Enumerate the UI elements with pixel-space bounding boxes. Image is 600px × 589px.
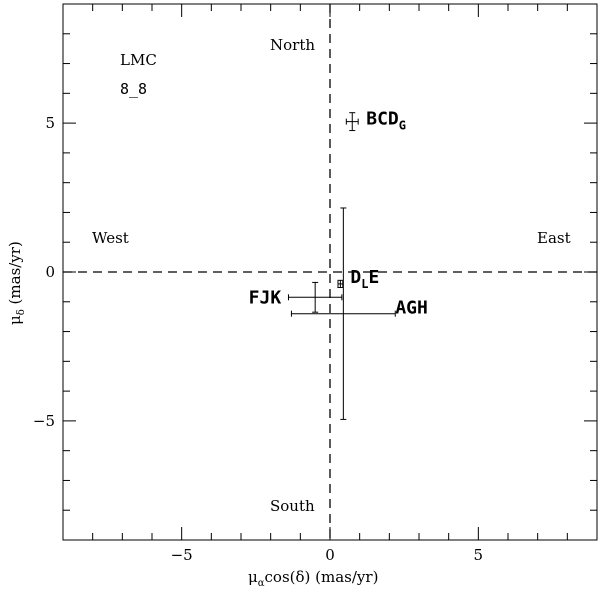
y-tick-label: −5 bbox=[33, 412, 55, 430]
y-tick-label: 5 bbox=[45, 114, 55, 132]
x-axis-label: μαcos(δ) (mas/yr) bbox=[248, 568, 378, 589]
data-point-d bbox=[337, 279, 344, 288]
point-label-fjk: FJK bbox=[249, 287, 282, 308]
point-label-d: DLE bbox=[350, 267, 379, 291]
x-tick-label: −5 bbox=[171, 546, 193, 564]
tick-labels: −5 0 5 −5 0 5 bbox=[33, 114, 483, 564]
data-point-agh bbox=[290, 207, 396, 420]
direction-label-east: East bbox=[537, 229, 571, 247]
direction-label-south: South bbox=[270, 497, 315, 515]
point-label-agh: AGH bbox=[395, 298, 428, 319]
point-label-bcd: BCDG bbox=[366, 109, 406, 133]
data-point-bcd bbox=[345, 112, 359, 132]
direction-label-north: North bbox=[270, 36, 315, 54]
data-point-fjk bbox=[287, 281, 343, 313]
y-axis-label: μδ (mas/yr) bbox=[6, 241, 27, 325]
annotation-line-1: LMC bbox=[120, 51, 157, 69]
y-tick-label: 0 bbox=[45, 263, 55, 281]
x-tick-label: 5 bbox=[474, 546, 484, 564]
data-points bbox=[287, 112, 396, 420]
direction-label-west: West bbox=[92, 229, 129, 247]
annotation-line-2: 8_8 bbox=[120, 80, 147, 98]
x-tick-label: 0 bbox=[325, 546, 335, 564]
point-labels: BCDG DLE FJK AGH bbox=[249, 109, 428, 319]
